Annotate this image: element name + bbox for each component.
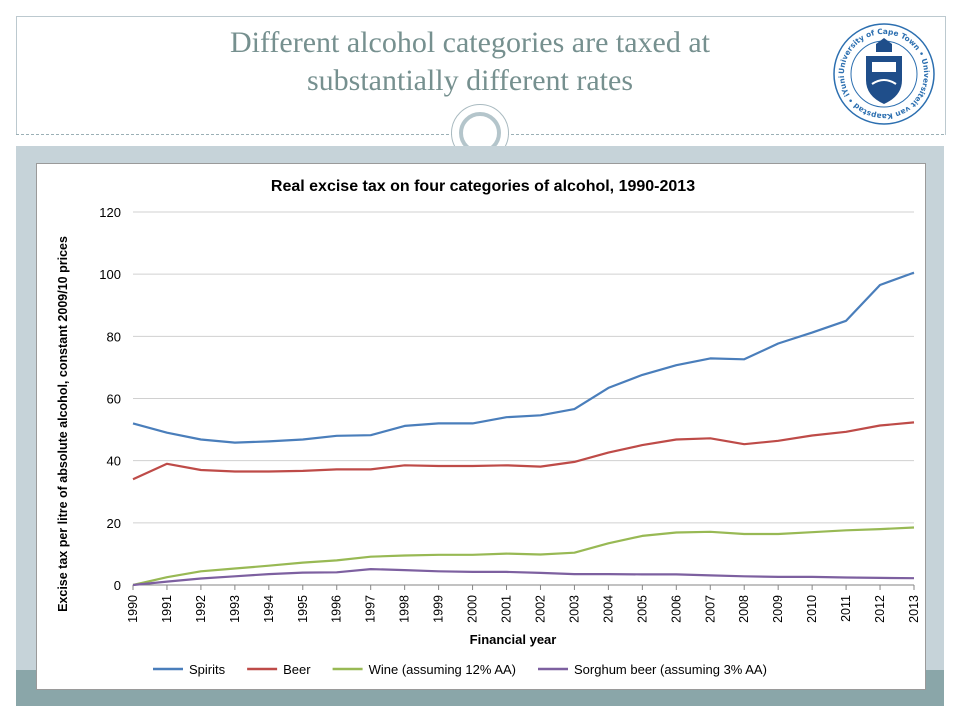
legend-label-2: Beer (283, 662, 311, 677)
excise-tax-line-chart: Real excise tax on four categories of al… (56, 178, 921, 677)
slide-title: Different alcohol categories are taxed a… (100, 24, 840, 100)
x-tick-label: 2004 (601, 595, 615, 623)
y-tick-label: 60 (107, 392, 121, 407)
x-tick-label: 2001 (500, 595, 514, 623)
x-tick-label: 2000 (466, 595, 480, 623)
x-tick-label: 2013 (907, 595, 921, 623)
y-tick-label: 100 (99, 267, 121, 282)
series-line-2 (132, 421, 915, 481)
y-axis: 0 20 40 60 80 100 120 (99, 205, 121, 593)
chart-series (132, 271, 915, 587)
y-tick-label: 20 (107, 516, 121, 531)
series-line-4 (132, 568, 915, 587)
university-seal-logo: University of Cape Town • Universiteit v… (832, 22, 935, 125)
slide-title-line-1: Different alcohol categories are taxed a… (229, 26, 711, 59)
slide-title-line-2: substantially different rates (306, 64, 633, 97)
x-tick-label: 1997 (364, 595, 378, 623)
x-tick-label: 2011 (839, 595, 853, 622)
x-tick-label: 2009 (771, 595, 785, 623)
x-tick-label: 2005 (635, 595, 649, 623)
x-tick-label: 1993 (228, 595, 242, 623)
series-line-1 (132, 271, 915, 444)
legend-label-1: Spirits (189, 662, 226, 677)
x-tick-label: 1992 (194, 595, 208, 623)
x-axis: 1990 1991 1992 1993 1994 1995 1996 1997 1998 1999… (126, 585, 921, 623)
chart-legend: Spirits Beer Wine (assuming 12% AA) Sorghum… (153, 662, 767, 677)
chart-panel: Real excise tax on four categories of al… (36, 163, 926, 690)
chart-gridlines (133, 211, 914, 586)
x-tick-label: 1990 (126, 595, 140, 623)
x-tick-label: 1995 (296, 595, 310, 623)
x-tick-label: 2010 (805, 595, 819, 623)
x-tick-label: 2007 (703, 595, 717, 623)
y-tick-label: 120 (99, 205, 121, 220)
slide-header-frame (16, 16, 946, 135)
x-tick-label: 1991 (160, 595, 174, 623)
x-tick-label: 2006 (669, 595, 683, 623)
x-tick-label: 1996 (330, 595, 344, 623)
chart-title: Real excise tax on four categories of al… (271, 178, 695, 195)
x-tick-label: 2002 (533, 595, 547, 623)
x-axis-label: Financial year (470, 632, 557, 647)
x-tick-label: 1999 (432, 595, 446, 623)
y-tick-label: 40 (107, 454, 121, 469)
series-line-3 (132, 526, 915, 587)
y-tick-label: 80 (107, 329, 121, 344)
y-tick-label: 0 (114, 578, 121, 593)
x-tick-label: 2003 (567, 595, 581, 623)
y-axis-label: Excise tax per litre of absolute alcohol… (56, 236, 70, 612)
legend-label-3: Wine (assuming 12% AA) (369, 662, 516, 677)
x-tick-label: 1998 (398, 595, 412, 623)
x-tick-label: 2008 (737, 595, 751, 623)
legend-label-4: Sorghum beer (assuming 3% AA) (574, 662, 767, 677)
x-tick-label: 2012 (873, 595, 887, 623)
x-tick-label: 1994 (262, 595, 276, 623)
